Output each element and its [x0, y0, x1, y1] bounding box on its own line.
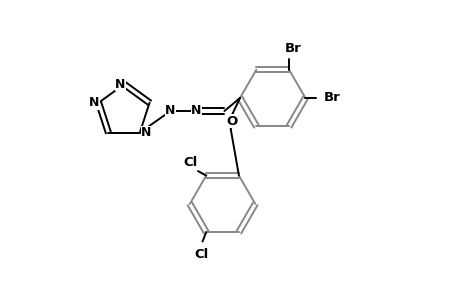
Text: N: N	[115, 78, 125, 91]
Text: N: N	[191, 104, 202, 118]
Text: Cl: Cl	[194, 248, 208, 261]
Text: Br: Br	[284, 42, 301, 55]
Text: Cl: Cl	[183, 156, 197, 169]
Text: O: O	[226, 115, 237, 128]
Text: N: N	[89, 96, 99, 109]
Text: N: N	[165, 104, 175, 118]
Text: Br: Br	[324, 92, 340, 104]
Text: N: N	[141, 126, 151, 139]
